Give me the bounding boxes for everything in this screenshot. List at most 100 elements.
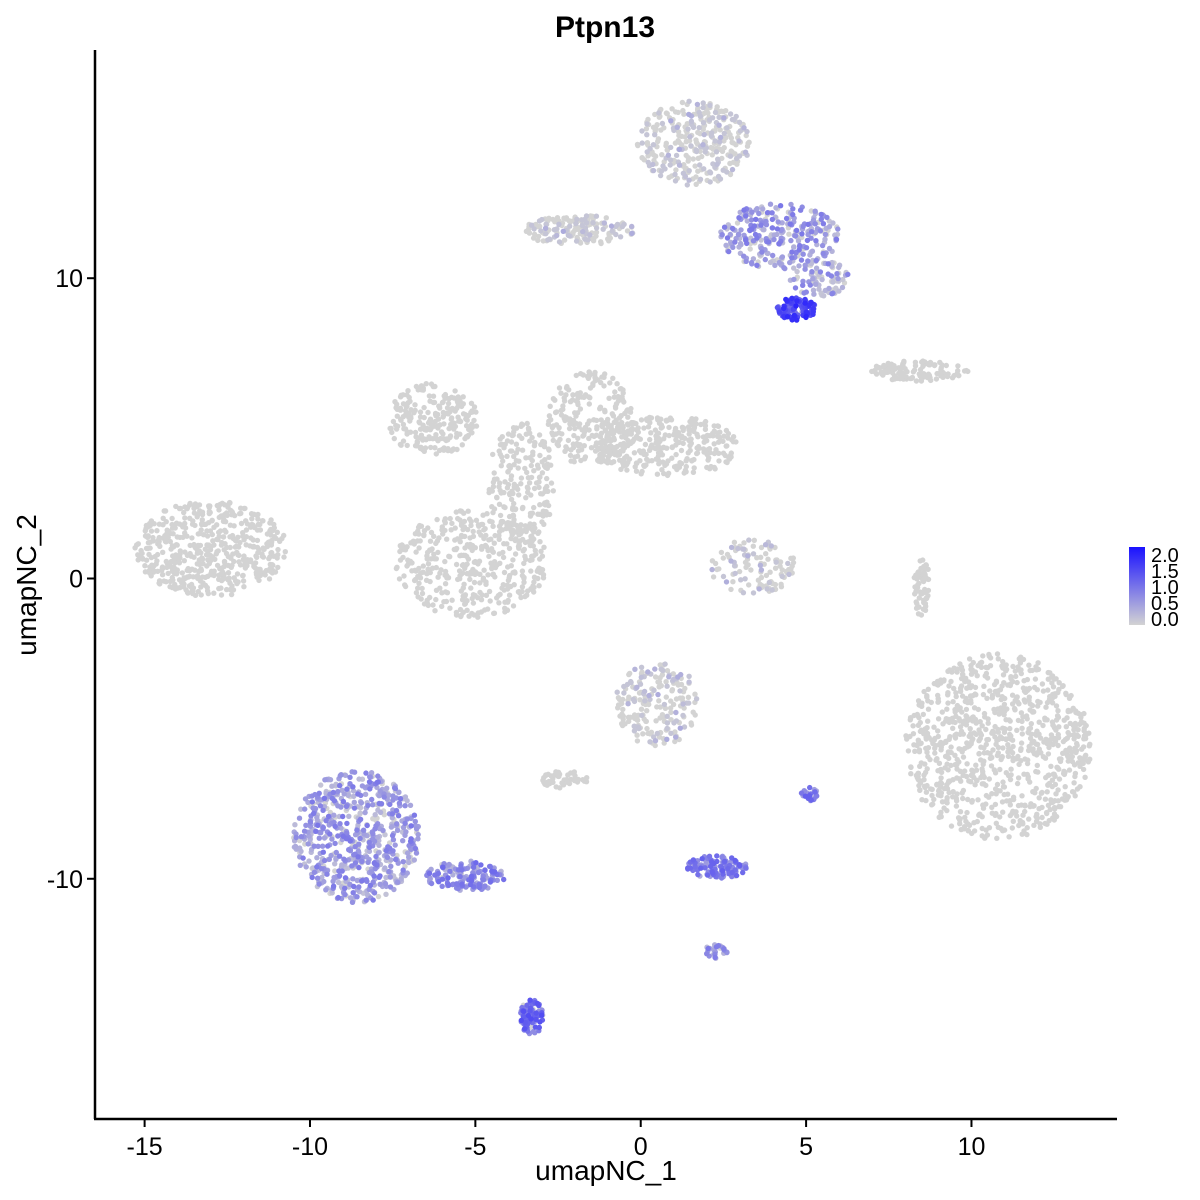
data-point — [427, 416, 434, 422]
data-point — [737, 240, 744, 247]
data-point — [580, 228, 586, 235]
data-point — [1013, 673, 1019, 680]
data-point — [614, 689, 620, 695]
data-point — [703, 447, 710, 454]
data-point — [1074, 710, 1080, 716]
data-point — [706, 117, 713, 123]
data-point — [941, 678, 947, 684]
data-point — [465, 526, 471, 533]
data-point — [335, 788, 341, 795]
data-point — [427, 569, 433, 576]
data-point — [337, 821, 343, 827]
data-point — [266, 539, 272, 545]
data-point — [321, 857, 328, 864]
data-point — [610, 429, 616, 435]
data-point — [719, 155, 725, 162]
data-point — [218, 592, 225, 598]
data-point — [550, 396, 557, 402]
data-point — [986, 776, 992, 782]
data-point — [517, 538, 523, 544]
data-point — [475, 610, 481, 616]
data-point — [805, 258, 811, 264]
data-point — [574, 440, 580, 447]
data-point — [593, 213, 600, 219]
data-point — [143, 557, 150, 563]
data-point — [357, 816, 364, 822]
data-point — [728, 544, 735, 551]
data-point — [602, 409, 608, 415]
data-point — [730, 439, 737, 445]
data-point — [993, 820, 999, 826]
data-point — [240, 578, 247, 584]
data-point — [908, 764, 914, 771]
data-point — [192, 501, 199, 507]
data-point — [634, 684, 640, 690]
data-point — [826, 285, 832, 292]
data-point — [426, 393, 433, 399]
data-point — [938, 775, 944, 781]
data-point — [181, 576, 187, 582]
data-point — [935, 699, 941, 705]
data-point — [1043, 704, 1049, 710]
data-point — [771, 236, 777, 243]
data-point — [305, 841, 311, 847]
data-point — [1024, 676, 1031, 683]
data-point — [705, 457, 711, 463]
data-point — [923, 797, 929, 804]
data-point — [721, 224, 728, 230]
data-point — [758, 222, 764, 228]
data-point — [470, 528, 476, 535]
data-point — [1034, 811, 1040, 817]
data-point — [406, 859, 412, 866]
data-point — [190, 590, 196, 597]
data-point — [1081, 720, 1087, 726]
data-point — [417, 409, 424, 415]
data-point — [619, 713, 625, 719]
data-point — [293, 834, 299, 841]
data-point — [465, 508, 471, 514]
data-point — [650, 167, 657, 174]
data-point — [721, 130, 727, 137]
data-point — [639, 712, 645, 719]
data-point — [725, 430, 732, 437]
data-point — [146, 551, 152, 558]
data-point — [235, 579, 241, 585]
data-point — [593, 233, 599, 239]
data-point — [716, 122, 722, 128]
data-point — [665, 470, 672, 476]
data-point — [944, 807, 950, 814]
data-point — [829, 291, 835, 297]
data-point — [975, 797, 981, 803]
data-point — [1087, 756, 1093, 762]
data-point — [1065, 729, 1071, 736]
data-point — [240, 530, 246, 536]
data-point — [980, 805, 987, 811]
data-point — [1031, 822, 1037, 828]
data-point — [741, 125, 747, 131]
data-point — [972, 691, 978, 697]
data-point — [447, 515, 453, 522]
data-point — [422, 427, 428, 433]
data-point — [229, 532, 236, 539]
data-point — [584, 775, 590, 781]
data-point — [488, 560, 494, 566]
data-point — [260, 518, 266, 524]
data-point — [956, 776, 963, 782]
data-point — [447, 554, 453, 560]
data-point — [282, 549, 288, 555]
data-point — [537, 502, 543, 508]
data-point — [235, 552, 241, 558]
data-point — [264, 543, 271, 550]
data-point — [647, 436, 653, 443]
data-point — [731, 539, 738, 545]
data-point — [195, 588, 201, 595]
data-point — [708, 463, 714, 470]
data-point — [320, 807, 326, 813]
data-point — [202, 546, 208, 552]
data-point — [346, 847, 352, 853]
data-point — [971, 828, 978, 834]
data-point — [302, 796, 309, 802]
data-point — [415, 585, 421, 591]
data-point — [950, 777, 956, 783]
data-point — [634, 141, 641, 148]
